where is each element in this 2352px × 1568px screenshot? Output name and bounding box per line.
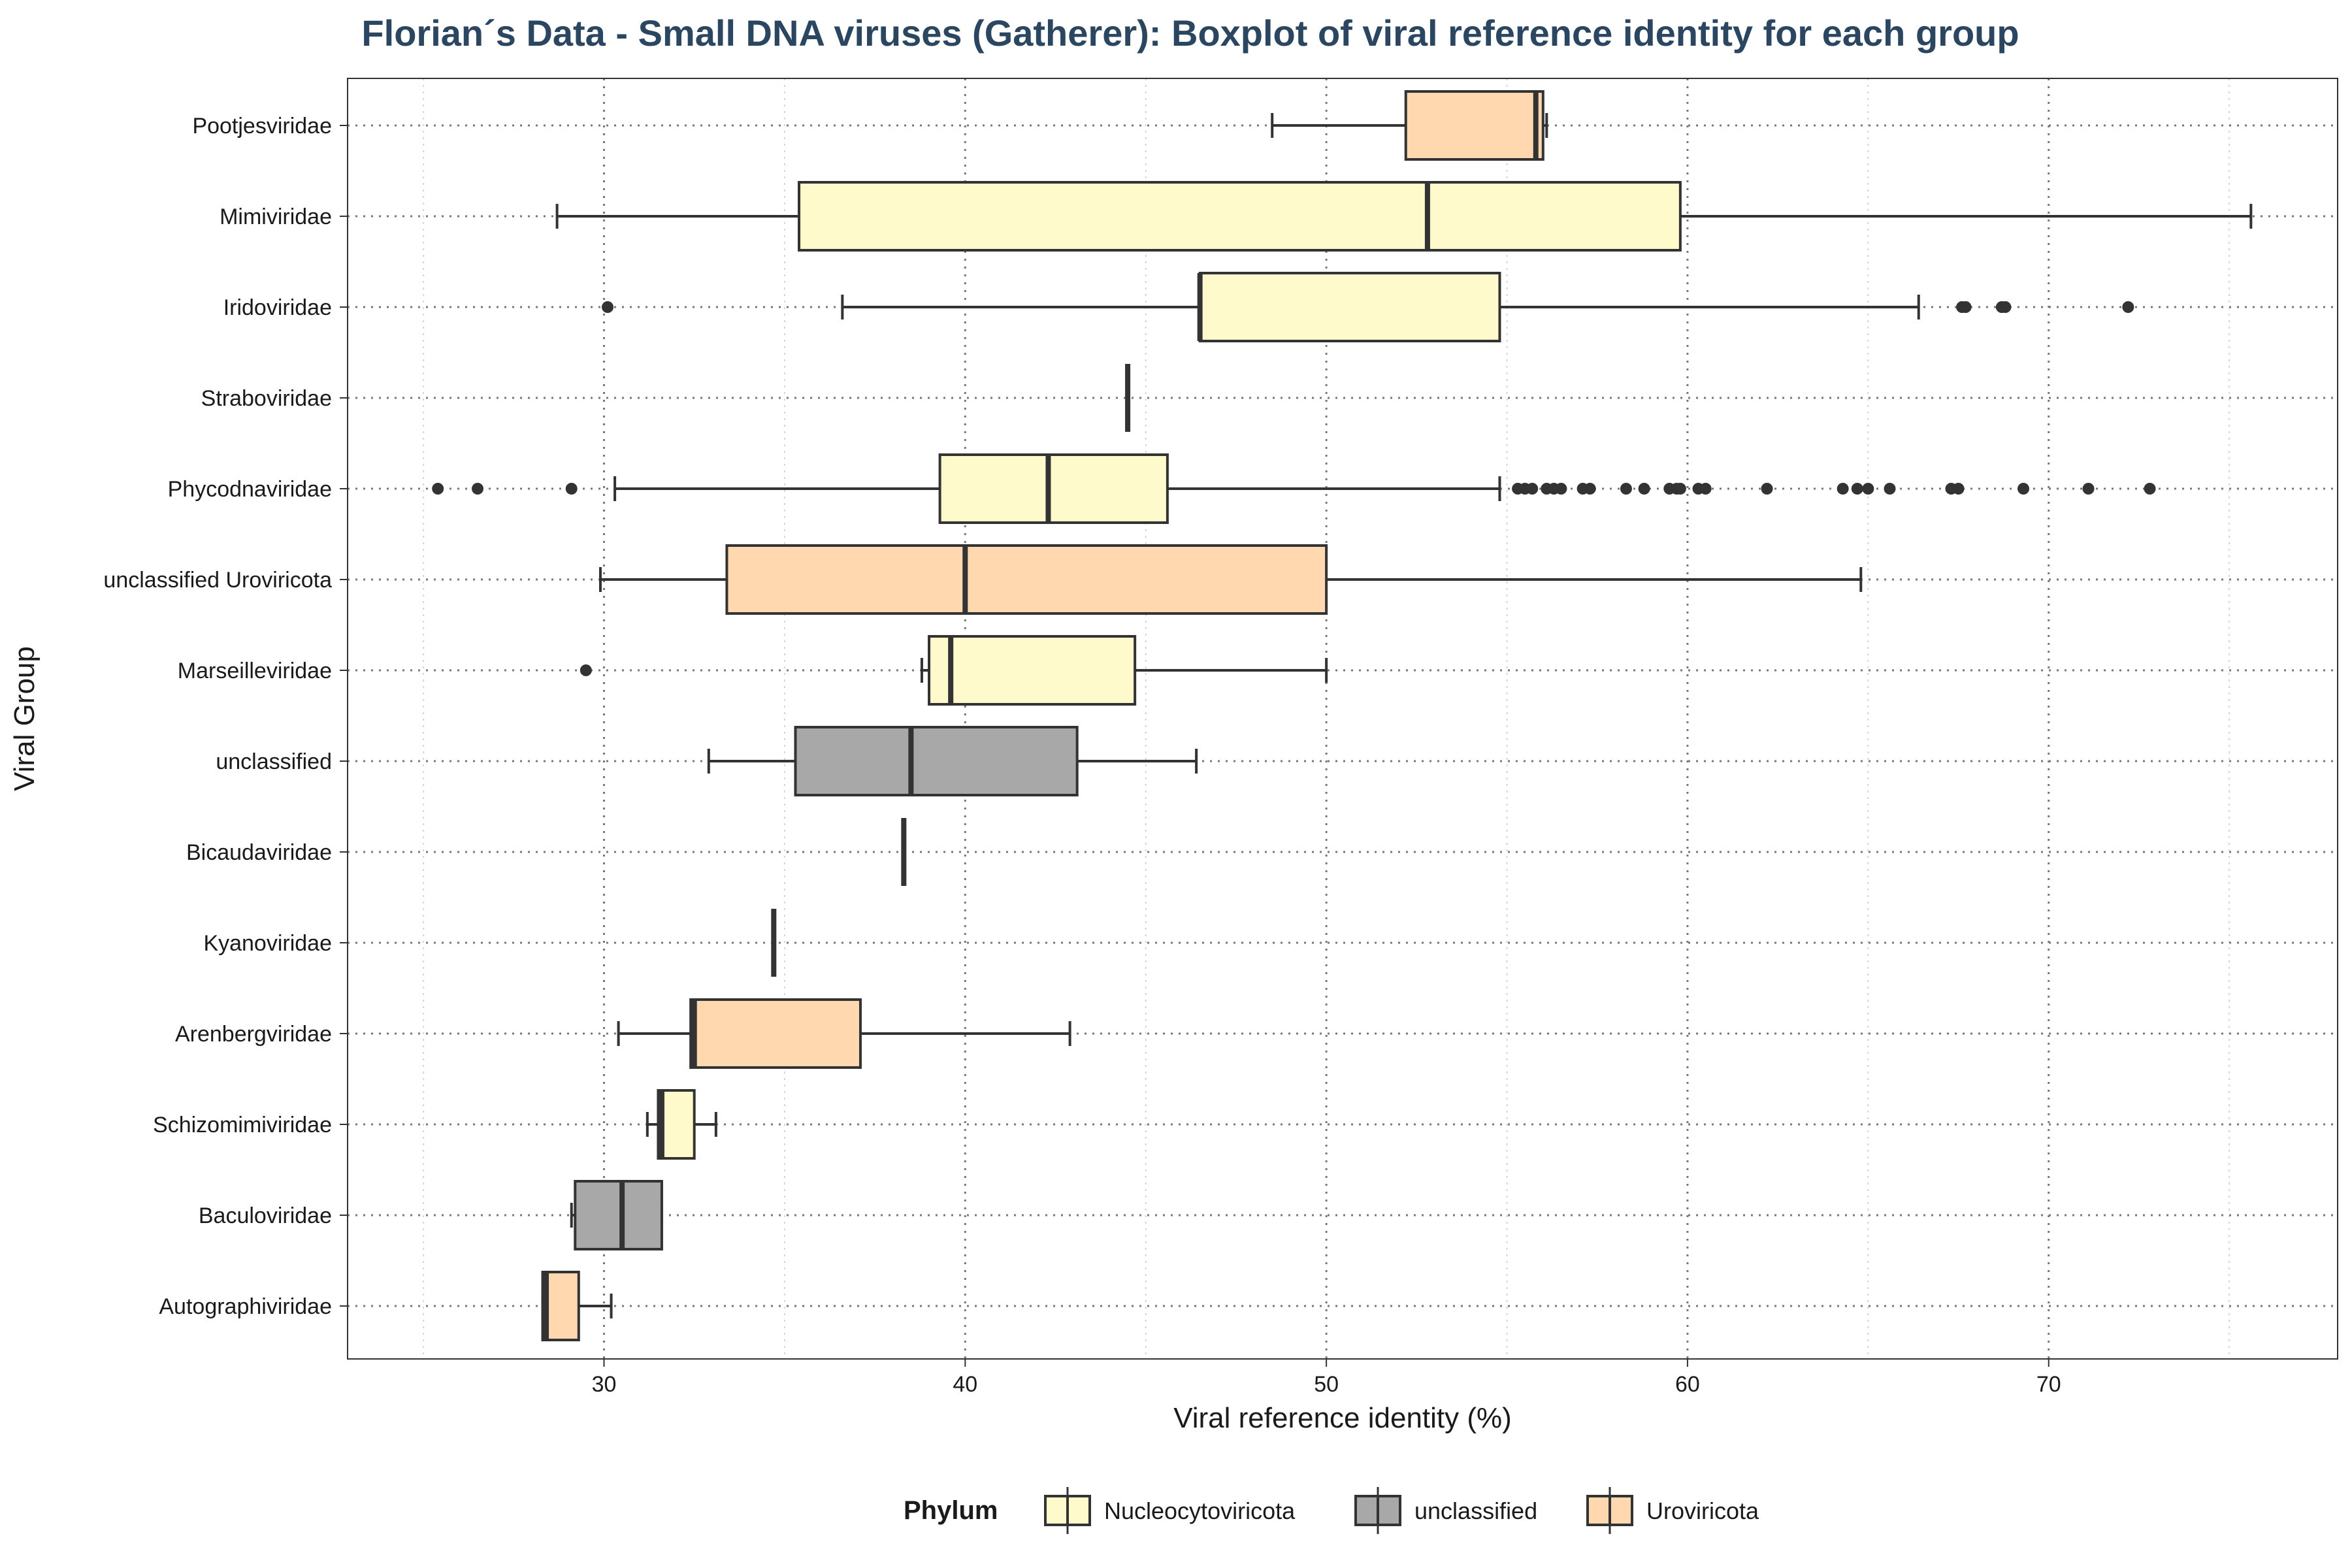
outlier-point bbox=[1584, 483, 1596, 495]
outlier-point bbox=[1959, 301, 1972, 313]
box-group bbox=[707, 726, 1198, 796]
legend-label: Nucleocytoviricota bbox=[1104, 1497, 1296, 1524]
box bbox=[794, 726, 1079, 796]
legend-title: Phylum bbox=[904, 1496, 998, 1525]
plot-area bbox=[347, 78, 2338, 1360]
legend-items: Nucleocytoviricota unclassified Uroviricot… bbox=[1044, 1487, 1759, 1534]
box-layer bbox=[432, 90, 2253, 1341]
box-group bbox=[541, 1271, 613, 1341]
outlier-point bbox=[2082, 483, 2095, 495]
y-tick-label: unclassified Uroviricota bbox=[103, 568, 332, 593]
x-tick-label: 40 bbox=[953, 1372, 977, 1397]
box bbox=[1404, 90, 1544, 161]
y-tick-label: unclassified bbox=[216, 749, 332, 774]
box-group bbox=[580, 635, 1328, 706]
outlier-point bbox=[432, 483, 444, 495]
box-group bbox=[1271, 90, 1548, 161]
y-tick-label: Baculoviridae bbox=[199, 1203, 332, 1228]
x-tick-label: 50 bbox=[1314, 1372, 1339, 1397]
outlier-point bbox=[1699, 483, 1712, 495]
y-tick-label: Marseilleviridae bbox=[178, 659, 332, 683]
box-group bbox=[598, 544, 1863, 615]
outlier-point bbox=[1761, 483, 1773, 495]
outlier-point bbox=[1526, 483, 1539, 495]
y-tick-label: Arenbergviridae bbox=[175, 1022, 332, 1047]
outlier-point bbox=[1999, 301, 2012, 313]
outlier-point bbox=[1620, 483, 1632, 495]
y-tick-label: Pootjesviridae bbox=[192, 114, 332, 139]
box-group bbox=[570, 1180, 663, 1250]
box bbox=[574, 1180, 663, 1250]
x-axis-title: Viral reference identity (%) bbox=[1173, 1402, 1512, 1434]
box-group bbox=[617, 998, 1071, 1069]
legend-item: unclassified bbox=[1354, 1487, 1537, 1534]
box bbox=[1198, 272, 1501, 342]
box bbox=[798, 181, 1682, 252]
y-tick-label: Autographiviridae bbox=[159, 1294, 332, 1319]
box bbox=[725, 544, 1328, 615]
outlier-point bbox=[1851, 483, 1863, 495]
grid-lines bbox=[348, 78, 2338, 1359]
y-tick-label: Straboviridae bbox=[201, 386, 332, 411]
y-axis: Pootjesviridae Mimiviridae Iridoviridae Str… bbox=[103, 114, 348, 1319]
y-tick-label: Kyanoviridae bbox=[203, 931, 332, 956]
outlier-point bbox=[580, 664, 592, 676]
chart-title: Florian´s Data - Small DNA viruses (Gath… bbox=[361, 12, 2019, 54]
y-tick-label: Bicaudaviridae bbox=[186, 840, 332, 865]
legend-label: Uroviricota bbox=[1646, 1497, 1759, 1524]
y-tick-label: Iridoviridae bbox=[223, 295, 332, 320]
y-tick-label: Schizomimiviridae bbox=[153, 1113, 332, 1137]
y-tick-label: Mimiviridae bbox=[220, 204, 332, 229]
box bbox=[938, 453, 1169, 524]
outlier-point bbox=[2017, 483, 2030, 495]
outlier-point bbox=[1837, 483, 1849, 495]
x-tick-label: 60 bbox=[1675, 1372, 1700, 1397]
outlier-point bbox=[1952, 483, 1965, 495]
legend-label: unclassified bbox=[1414, 1497, 1537, 1524]
box bbox=[928, 635, 1137, 706]
legend: Phylum Nucleocytoviricota unclassified Uro… bbox=[904, 1487, 1759, 1534]
x-tick-label: 70 bbox=[2036, 1372, 2061, 1397]
box bbox=[689, 998, 862, 1069]
outlier-point bbox=[1862, 483, 1874, 495]
box-group bbox=[432, 453, 2156, 524]
legend-item: Nucleocytoviricota bbox=[1044, 1487, 1296, 1534]
outlier-point bbox=[2122, 301, 2134, 313]
outlier-point bbox=[472, 483, 484, 495]
box-group bbox=[555, 181, 2253, 252]
x-tick-label: 30 bbox=[592, 1372, 617, 1397]
outlier-point bbox=[1638, 483, 1650, 495]
outlier-point bbox=[2144, 483, 2156, 495]
outlier-point bbox=[1674, 483, 1686, 495]
x-axis: 30 40 50 60 70 bbox=[592, 1359, 2061, 1397]
outlier-point bbox=[1555, 483, 1567, 495]
plot-border bbox=[347, 78, 2338, 1360]
outlier-point bbox=[1884, 483, 1896, 495]
box-group bbox=[645, 1089, 717, 1160]
legend-item: Uroviricota bbox=[1586, 1487, 1759, 1534]
box-group bbox=[602, 272, 2134, 342]
y-axis-title: Viral Group bbox=[8, 646, 41, 791]
y-tick-label: Phycodnaviridae bbox=[168, 477, 332, 502]
outlier-point bbox=[565, 483, 578, 495]
outlier-point bbox=[602, 301, 614, 313]
